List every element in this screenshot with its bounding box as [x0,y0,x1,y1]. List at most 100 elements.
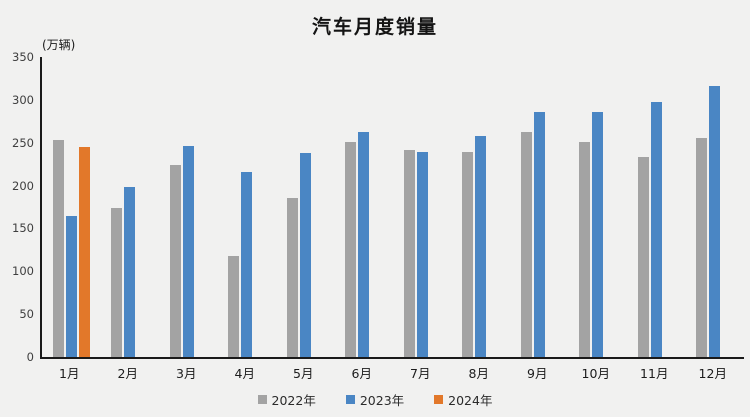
bar-slot [650,57,662,357]
legend-item-2022年: 2022年 [257,390,316,409]
bar-slot [520,57,532,357]
bar-2022年-10月 [579,141,591,357]
bar-slot [299,57,311,357]
bar-2023年-8月 [475,135,487,357]
legend-swatch-icon [434,395,444,404]
bar-slot [664,57,675,357]
bar-slot [182,57,194,357]
x-axis-label-1月: 1月 [59,366,80,381]
plot-area [40,57,744,359]
bar-slot [52,57,64,357]
x-axis-label-5月: 5月 [293,366,314,381]
x-axis-label-3月: 3月 [176,366,197,381]
y-axis-tick-label: 350 [12,50,34,64]
x-axis-label-6月: 6月 [351,366,372,381]
x-axis-label-2月: 2月 [117,366,138,381]
x-axis-label-10月: 10月 [581,366,610,381]
y-axis-tick-label: 50 [19,307,34,322]
legend: 2022年 2023年 2024年 [0,390,750,409]
y-axis-tick-label: 200 [12,178,34,193]
bar-group-2月 [101,57,160,357]
bar-2023年-7月 [416,152,428,357]
bar-slot [709,57,721,357]
bar-group-8月 [452,57,511,357]
bar-2023年-9月 [533,111,545,357]
bar-slot [65,57,77,357]
bar-group-3月 [159,57,218,357]
bar-slot [78,57,90,357]
bar-slot [241,57,253,357]
bar-slot [169,57,181,357]
x-axis-label-12月: 12月 [698,366,727,381]
bar-2022年-8月 [462,152,474,357]
bar-group-12月 [686,57,745,357]
y-axis-unit-label: (万辆) [42,38,76,52]
bar-2022年-3月 [169,165,181,357]
legend-label: 2024年 [448,393,493,408]
bar-slot [228,57,240,357]
bar-2023年-3月 [182,146,194,357]
bar-group-9月 [510,57,569,357]
bar-slot [605,57,616,357]
bar-slot [488,57,499,357]
bar-group-5月 [276,57,335,357]
bar-2023年-11月 [650,102,662,357]
x-axis: 1月 2月 3月 4月 5月 6月 7月 8月 9月 10月 11月 12月 [40,363,742,382]
bar-slot [371,57,382,357]
bar-2024年-1月 [78,147,90,357]
bar-slot [124,57,136,357]
bar-slot [254,57,265,357]
bar-slot [696,57,708,357]
legend-swatch-icon [345,395,355,404]
bar-slot [533,57,545,357]
bar-2023年-1月 [65,215,77,357]
bar-group-6月 [335,57,394,357]
bar-slot [345,57,357,357]
legend-item-2024年: 2024年 [434,390,492,409]
bar-2023年-2月 [124,187,136,357]
bar-slot [592,57,604,357]
bar-slot [416,57,428,357]
bar-2023年-4月 [241,171,253,357]
bar-slot [430,57,441,357]
y-axis-tick-label: 0 [26,350,34,364]
bar-2022年-5月 [286,197,298,357]
bar-slot [111,57,123,357]
y-axis-tick-label: 300 [12,92,34,107]
x-axis-label-4月: 4月 [234,366,255,381]
bar-2022年-9月 [520,132,532,357]
bar-group-7月 [393,57,452,357]
bar-slot [462,57,474,357]
bar-slot [579,57,591,357]
x-axis-label-11月: 11月 [640,366,669,381]
bar-2022年-1月 [52,140,64,357]
y-axis-tick-label: 150 [12,221,34,236]
y-axis-tick-label: 250 [12,135,34,150]
bar-2022年-4月 [228,255,240,357]
chart-title: 汽车月度销量 [311,16,438,38]
bar-group-1月 [42,57,101,357]
legend-label: 2022年 [271,393,316,408]
bar-slot [637,57,649,357]
bar-2023年-12月 [709,86,721,357]
bar-group-10月 [569,57,628,357]
bar-slot [403,57,415,357]
bar-2022年-2月 [111,207,123,357]
y-axis-tick-label: 100 [12,264,34,279]
bar-slot [475,57,487,357]
x-axis-label-9月: 9月 [527,366,548,381]
bar-slot [137,57,148,357]
bar-slot [313,57,324,357]
x-axis-label-8月: 8月 [468,366,489,381]
bar-group-4月 [218,57,277,357]
bar-slot [196,57,207,357]
x-axis-label-7月: 7月 [410,366,431,381]
legend-item-2023年: 2023年 [345,390,405,409]
bar-group-11月 [627,57,686,357]
legend-label: 2023年 [359,393,405,408]
bar-2023年-5月 [299,153,311,357]
bar-2022年-11月 [637,157,649,357]
bar-2022年-12月 [696,137,708,357]
bar-2023年-6月 [358,132,370,357]
